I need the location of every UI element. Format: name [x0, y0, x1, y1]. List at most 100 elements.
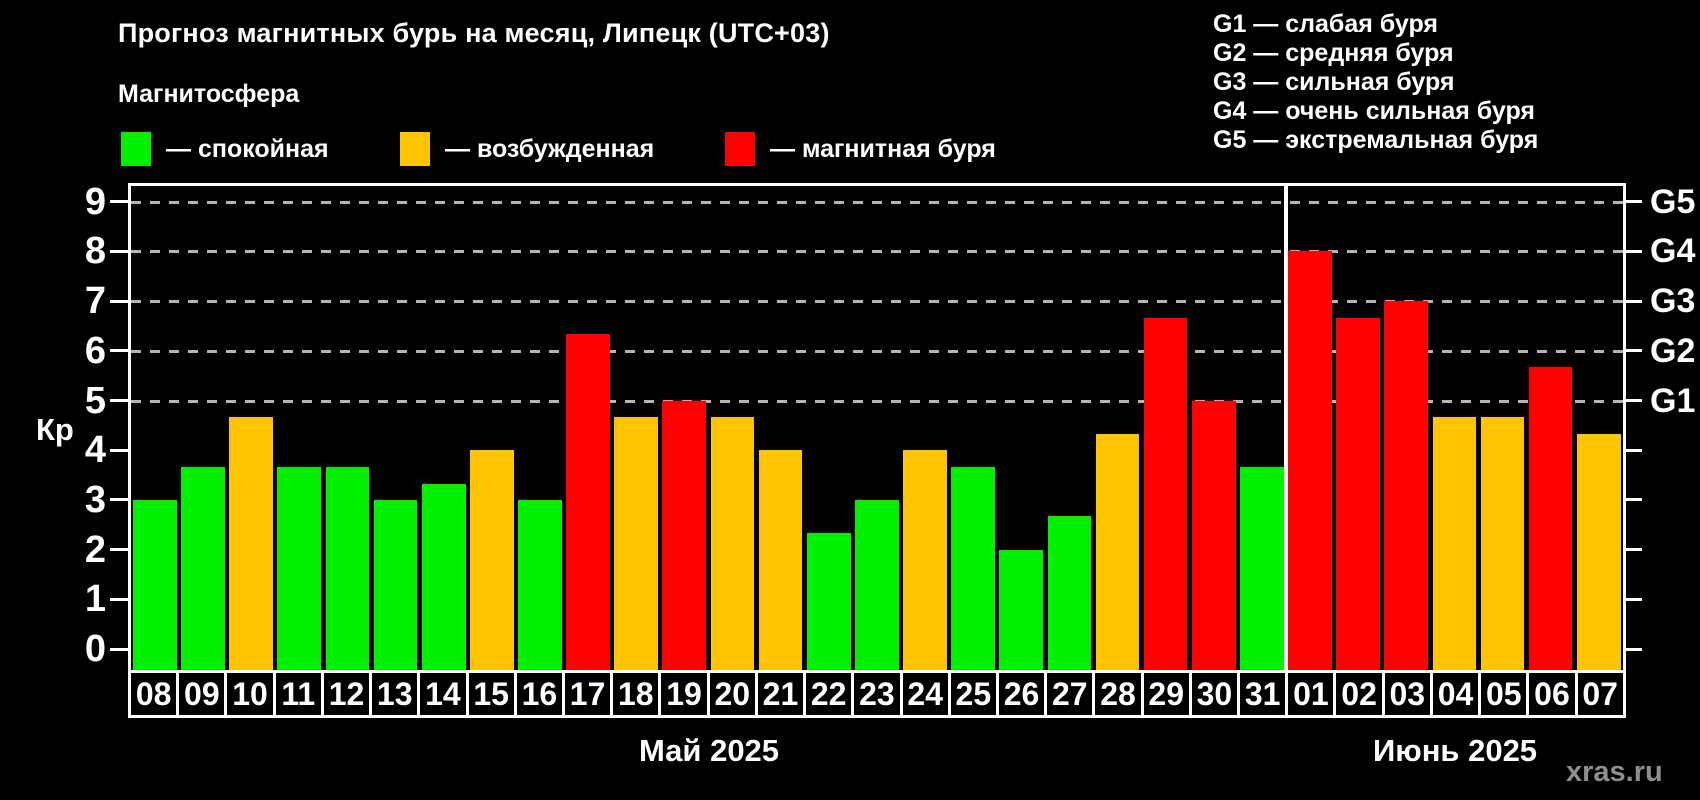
bar-day-23 [854, 499, 899, 670]
bar-day-20 [710, 416, 755, 670]
day-label-20: 20 [706, 670, 758, 718]
day-label-15: 15 [465, 670, 517, 718]
bar-day-17 [566, 334, 610, 670]
kp-tick-8 [110, 249, 128, 253]
bar-day-31 [1240, 466, 1284, 670]
g-tick-1 [1626, 597, 1642, 601]
day-label-11: 11 [272, 670, 324, 718]
kp-tick-9 [110, 200, 128, 204]
g-tick-3 [1626, 498, 1642, 502]
day-label-04: 04 [1429, 670, 1482, 718]
g-scale-legend-line: G4 — очень сильная буря [1213, 97, 1535, 125]
bar-day-18 [614, 416, 659, 670]
legend-item-quiet: — спокойная [121, 131, 329, 167]
day-label-02: 02 [1333, 670, 1385, 718]
day-label-07: 07 [1574, 670, 1626, 718]
bar-day-08 [133, 499, 177, 670]
bar-day-02 [1336, 317, 1380, 670]
bar-day-30 [1191, 400, 1236, 670]
bar-day-03 [1384, 301, 1429, 670]
kp-tick-label-1: 1 [84, 578, 106, 621]
bar-day-29 [1143, 317, 1188, 670]
g-axis-label-G4: G4 [1650, 232, 1696, 271]
kp-tick-2 [110, 548, 128, 552]
month-separator-line [1284, 186, 1289, 670]
bar-day-27 [1047, 516, 1092, 670]
bar-day-15 [469, 450, 514, 670]
g-tick-7 [1626, 299, 1642, 303]
day-label-22: 22 [803, 670, 855, 718]
g-tick-9 [1626, 200, 1642, 204]
bar-day-25 [951, 466, 995, 670]
g-scale-legend-line: G3 — сильная буря [1213, 68, 1455, 96]
day-label-23: 23 [851, 670, 903, 718]
kp-tick-5 [110, 399, 128, 402]
kp-tick-4 [110, 448, 128, 452]
month-label-may: Май 2025 [638, 733, 780, 768]
day-label-09: 09 [176, 670, 228, 718]
bar-day-05 [1480, 416, 1525, 670]
month-label-june: Июнь 2025 [1372, 733, 1538, 768]
day-label-30: 30 [1188, 670, 1241, 718]
day-label-26: 26 [995, 670, 1048, 718]
bar-day-12 [325, 466, 370, 670]
day-label-01: 01 [1285, 670, 1337, 718]
kp-tick-7 [110, 299, 128, 303]
g-axis-label-G5: G5 [1650, 182, 1696, 221]
g-tick-8 [1626, 249, 1642, 253]
bar-day-10 [229, 416, 274, 670]
legend-item-storm: — магнитная буря [725, 131, 996, 167]
kp-tick-label-5: 5 [84, 379, 106, 422]
day-label-17: 17 [561, 670, 614, 718]
day-label-10: 10 [224, 670, 276, 718]
day-label-05: 05 [1478, 670, 1530, 718]
chart-title: Прогноз магнитных бурь на месяц, Липецк … [118, 18, 830, 48]
kp-tick-label-2: 2 [84, 528, 106, 571]
bar-day-19 [662, 400, 707, 670]
day-label-28: 28 [1092, 670, 1144, 718]
g-tick-4 [1626, 448, 1642, 452]
gridline-kp-6 [131, 349, 1623, 353]
bar-day-13 [373, 499, 418, 670]
bar-day-28 [1095, 433, 1140, 670]
day-label-03: 03 [1381, 670, 1433, 718]
watermark: xras.ru [1566, 756, 1663, 788]
bar-day-22 [806, 533, 851, 670]
g-tick-5 [1626, 399, 1642, 402]
bar-day-21 [758, 450, 803, 670]
bar-day-11 [277, 466, 322, 670]
kp-tick-label-6: 6 [84, 329, 106, 372]
day-label-21: 21 [754, 670, 807, 718]
g-tick-2 [1626, 548, 1642, 552]
bar-day-07 [1576, 433, 1621, 670]
day-label-18: 18 [610, 670, 662, 718]
legend-label-excited: — возбужденная [445, 134, 655, 163]
day-label-29: 29 [1140, 670, 1192, 718]
g-scale-legend: G1 — слабая буря G2 — средняя буря G3 — си… [1213, 10, 1538, 155]
day-label-27: 27 [1044, 670, 1096, 718]
kp-tick-6 [110, 349, 128, 353]
g-scale-legend-line: G2 — средняя буря [1213, 39, 1454, 67]
legend-swatch-excited [400, 132, 430, 166]
kp-tick-3 [110, 498, 128, 502]
kp-tick-label-0: 0 [84, 628, 106, 670]
day-label-14: 14 [417, 670, 469, 718]
day-label-24: 24 [899, 670, 951, 718]
day-label-25: 25 [947, 670, 999, 718]
bar-day-16 [518, 499, 562, 670]
bar-day-24 [903, 450, 947, 670]
day-label-31: 31 [1237, 670, 1289, 718]
plot-area [128, 183, 1626, 670]
gridline-kp-9 [131, 200, 1623, 204]
bar-day-01 [1288, 251, 1332, 670]
bar-day-04 [1432, 416, 1477, 670]
gridline-kp-7 [131, 300, 1623, 304]
g-tick-0 [1626, 647, 1642, 651]
kp-tick-label-8: 8 [84, 230, 106, 273]
magnetosphere-legend-heading: Магнитосфера [118, 80, 300, 108]
day-label-06: 06 [1526, 670, 1578, 718]
g-tick-6 [1626, 349, 1642, 353]
g-axis-label-G1: G1 [1650, 381, 1696, 420]
day-label-row: 08 09 10 11 12 13 14 15 16 17 18 19 20 21 22 23 24 25 26 27… [128, 670, 1626, 718]
kp-tick-label-3: 3 [84, 478, 106, 521]
